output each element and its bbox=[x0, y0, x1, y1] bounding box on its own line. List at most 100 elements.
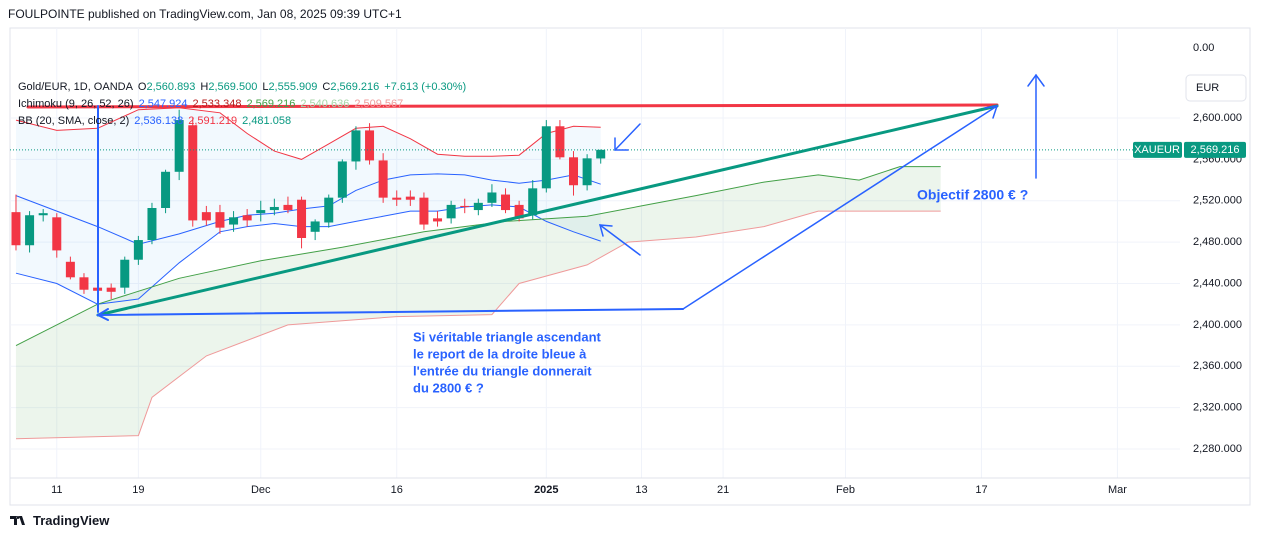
x-tick-label: 13 bbox=[635, 484, 647, 496]
candle-body bbox=[337, 161, 347, 198]
candle-body bbox=[501, 194, 511, 211]
legend-text: 2,547.924 bbox=[138, 98, 188, 110]
legend-text: O bbox=[137, 81, 147, 93]
blue-projection bbox=[682, 105, 998, 310]
y-tick-label: 2,400.000 bbox=[1193, 319, 1242, 331]
drawings bbox=[26, 73, 1045, 321]
footer: TradingView bbox=[33, 513, 110, 528]
y-tick-label: 2,320.000 bbox=[1193, 402, 1242, 414]
candle-body bbox=[528, 188, 538, 216]
candle-body bbox=[120, 259, 130, 288]
x-tick-label: 2025 bbox=[534, 484, 558, 496]
candle-body bbox=[433, 218, 443, 222]
y-tick-label: 2,280.000 bbox=[1193, 443, 1242, 455]
y-tick-label: 2,440.000 bbox=[1193, 277, 1242, 289]
x-tick-label: 19 bbox=[132, 484, 144, 496]
legend-text: Ichimoku (9, 26, 52, 26) bbox=[18, 98, 134, 110]
indicator-line bbox=[15, 107, 601, 160]
x-tick-label: 17 bbox=[975, 484, 987, 496]
candle-body bbox=[351, 130, 361, 162]
indicator-line bbox=[15, 210, 941, 440]
candle-body bbox=[215, 212, 225, 228]
price-tag bbox=[1184, 141, 1246, 158]
y-tick-label: 2,480.000 bbox=[1193, 236, 1242, 248]
candle-body bbox=[229, 217, 239, 225]
candle-body bbox=[378, 160, 388, 198]
candle-body bbox=[541, 126, 551, 189]
candle-body bbox=[310, 221, 320, 232]
candle-body bbox=[79, 277, 89, 290]
currency: EUR bbox=[1196, 82, 1219, 94]
legend-text: C bbox=[322, 81, 331, 93]
arrow-head bbox=[1027, 73, 1045, 87]
x-tick-label: Feb bbox=[836, 484, 855, 496]
candle-body bbox=[365, 130, 375, 161]
legend-text: H bbox=[200, 81, 209, 93]
y-tick-label: 2,360.000 bbox=[1193, 360, 1242, 372]
legend-row: Ichimoku (9, 26, 52, 26) 2,547.924 2,533.3… bbox=[18, 96, 471, 113]
legend-text: Gold/EUR, 1D, OANDA bbox=[18, 81, 133, 93]
candle-body bbox=[188, 125, 198, 221]
candle-body bbox=[161, 171, 171, 208]
candle-body bbox=[65, 261, 75, 278]
candle-body bbox=[52, 217, 62, 251]
candle-body bbox=[405, 196, 415, 200]
arrow-head bbox=[984, 105, 999, 119]
legend-text: 2,533.348 bbox=[192, 98, 242, 110]
legend-text: 2,555.909 bbox=[268, 81, 318, 93]
legend-text: 2,591.219 bbox=[188, 115, 238, 127]
logo bbox=[10, 516, 25, 525]
legend-text: 2,569.216 bbox=[246, 98, 296, 110]
pointer-arrow bbox=[599, 224, 641, 256]
arrow-head bbox=[614, 137, 629, 151]
candle-body bbox=[256, 210, 266, 214]
legend-row: Gold/EUR, 1D, OANDA O2,560.893 H2,569.500 L… bbox=[18, 79, 471, 96]
band-fill bbox=[15, 107, 601, 305]
annotation: Objectif 2800 € ? bbox=[917, 187, 1028, 203]
legend-row: BB (20, SMA, close, 2) 2,536.138 2,591.219… bbox=[18, 113, 471, 130]
currency-button[interactable] bbox=[1185, 74, 1247, 102]
legend-text: BB (20, SMA, close, 2) bbox=[18, 115, 130, 127]
annotation: du 2800 € ? bbox=[413, 380, 484, 395]
resistance-line bbox=[26, 103, 999, 109]
symbol-tag-label: XAUEUR bbox=[1134, 144, 1180, 156]
candle-body bbox=[147, 208, 157, 241]
candle-body bbox=[242, 215, 252, 221]
legend-text: 2,481.058 bbox=[242, 115, 292, 127]
x-tick-label: Mar bbox=[1108, 484, 1127, 496]
legend-text: 2,569.216 bbox=[330, 81, 380, 93]
candle-body bbox=[596, 149, 606, 159]
trend-line bbox=[96, 104, 999, 317]
candle-body bbox=[569, 157, 579, 186]
candle-body bbox=[11, 212, 21, 246]
candle-body bbox=[269, 206, 279, 211]
candle-body bbox=[473, 202, 483, 211]
candle-body bbox=[174, 120, 184, 172]
candle-body bbox=[25, 215, 35, 246]
x-tick-label: 11 bbox=[51, 484, 62, 496]
legend-text: 2,536.138 bbox=[134, 115, 184, 127]
x-tick-label: Dec bbox=[251, 484, 271, 496]
candle-body bbox=[460, 205, 470, 207]
pointer-arrow bbox=[614, 123, 641, 151]
indicator-line bbox=[15, 204, 601, 305]
legend-text: 2,509.567 bbox=[354, 98, 404, 110]
legend-text: +7.613 (+0.30%) bbox=[384, 81, 467, 93]
annotation: l'entrée du triangle donnerait bbox=[413, 363, 592, 378]
candle-body bbox=[514, 204, 524, 219]
candle-body bbox=[487, 192, 497, 203]
x-tick-label: 16 bbox=[391, 484, 403, 496]
y-tick-label: 2,600.000 bbox=[1193, 112, 1242, 124]
annotation: Si véritable triangle ascendant bbox=[413, 329, 602, 344]
candle-body bbox=[419, 197, 429, 225]
chart-frame bbox=[9, 27, 1251, 506]
candle-body bbox=[38, 213, 48, 216]
legend-text: 2,540.636 bbox=[300, 98, 350, 110]
indicator-line bbox=[15, 166, 941, 347]
price-tag-label: 2,569.216 bbox=[1191, 144, 1240, 156]
candle-body bbox=[582, 158, 592, 186]
y-tick-label: 2,520.000 bbox=[1193, 195, 1242, 207]
logo-mark bbox=[10, 516, 25, 525]
